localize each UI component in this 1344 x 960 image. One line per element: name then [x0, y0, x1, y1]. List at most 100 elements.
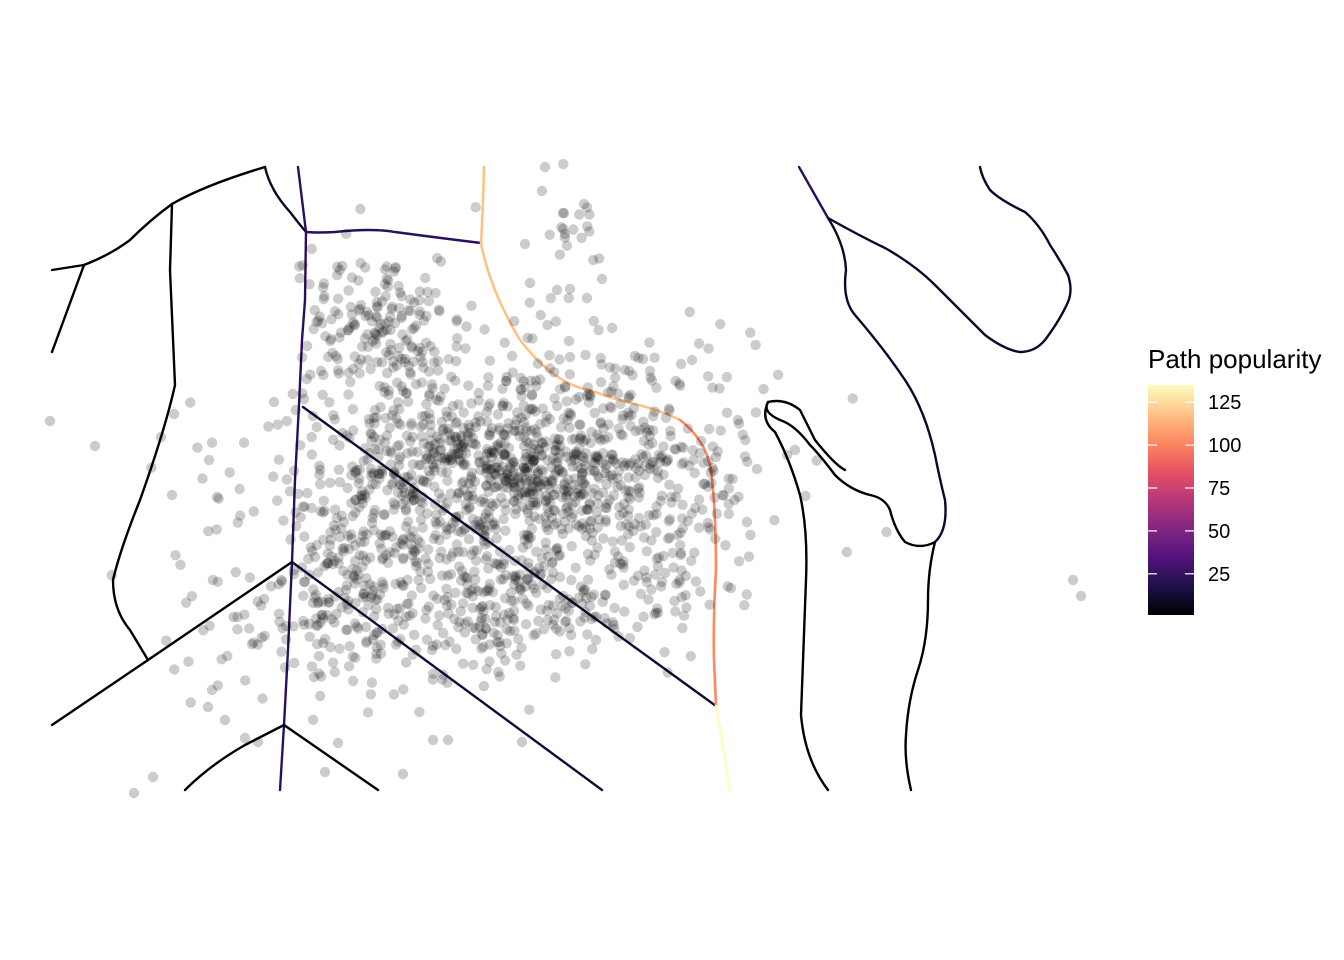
observation-point — [417, 346, 428, 357]
observation-point — [314, 469, 325, 480]
observation-point — [463, 534, 475, 545]
observation-point — [447, 547, 459, 558]
observation-point — [375, 529, 386, 540]
observation-point — [311, 421, 322, 433]
observation-point — [617, 430, 628, 441]
observation-point — [519, 238, 531, 250]
observation-point — [554, 354, 565, 365]
observation-point — [501, 465, 512, 476]
observation-point — [516, 488, 527, 499]
observation-point — [486, 451, 497, 463]
observation-point — [650, 569, 661, 580]
observation-point — [629, 350, 641, 362]
observation-point — [477, 517, 488, 528]
observation-point — [690, 502, 701, 514]
observation-point — [662, 667, 673, 678]
observation-point — [466, 585, 477, 596]
observation-point — [432, 431, 443, 442]
observation-point — [394, 303, 405, 314]
observation-point — [436, 546, 447, 557]
observation-point — [410, 556, 421, 567]
observation-point — [491, 462, 503, 473]
observation-point — [368, 431, 380, 443]
observation-point — [649, 609, 660, 620]
observation-point — [594, 253, 605, 264]
observation-point — [547, 557, 558, 569]
observation-point — [540, 511, 551, 523]
observation-point — [319, 291, 330, 302]
observation-point — [534, 513, 545, 525]
observation-point — [244, 623, 255, 634]
observation-point — [343, 661, 355, 672]
observation-point — [457, 441, 468, 452]
observation-point — [337, 543, 348, 554]
observation-point — [339, 592, 350, 604]
observation-point — [577, 478, 588, 489]
observation-point — [751, 463, 763, 475]
observation-point — [544, 363, 555, 374]
observation-point — [422, 544, 434, 555]
path-right-hook-descent — [764, 400, 830, 792]
observation-point — [459, 524, 470, 536]
observation-point — [481, 463, 493, 474]
observation-point — [621, 458, 632, 469]
observation-point — [438, 627, 449, 639]
observation-point — [341, 430, 353, 441]
observation-point — [519, 529, 530, 540]
observation-point — [288, 621, 299, 632]
observation-point — [597, 448, 609, 459]
observation-point — [423, 465, 435, 477]
observation-point — [413, 459, 425, 471]
observation-point — [483, 585, 494, 596]
observation-point — [355, 300, 367, 311]
observation-point — [453, 399, 464, 410]
observation-point — [572, 487, 583, 499]
observation-point — [591, 611, 602, 622]
observation-point — [312, 620, 323, 631]
observation-point — [554, 593, 566, 604]
observation-point — [552, 439, 563, 450]
observation-point — [409, 546, 420, 558]
observation-point — [541, 605, 553, 617]
observation-point — [549, 433, 561, 444]
observation-point — [443, 353, 454, 365]
observation-point — [296, 352, 308, 363]
observation-point — [491, 558, 502, 570]
observation-point — [358, 526, 369, 537]
observation-point — [676, 459, 687, 470]
observation-point — [331, 270, 343, 281]
observation-point — [595, 377, 607, 388]
observation-point — [508, 487, 520, 498]
observation-point — [417, 491, 428, 502]
observation-point — [466, 300, 477, 311]
observation-point — [410, 644, 422, 655]
observation-point — [514, 582, 525, 593]
legend-tick-label: 125 — [1208, 392, 1241, 414]
observation-point — [369, 404, 381, 416]
observation-point — [515, 478, 526, 489]
observation-point — [198, 625, 209, 636]
observation-point — [709, 492, 720, 503]
observation-point — [371, 301, 383, 312]
observation-point — [308, 671, 320, 683]
observation-point — [454, 561, 465, 572]
observation-point — [536, 185, 548, 197]
path-top-curve — [263, 165, 308, 234]
observation-point — [550, 445, 561, 456]
observation-point — [641, 546, 652, 557]
observation-point — [400, 472, 411, 483]
observation-point — [601, 503, 612, 514]
observation-point — [349, 319, 361, 330]
observation-point — [381, 367, 393, 379]
observation-point — [554, 440, 566, 452]
observation-point — [518, 431, 530, 443]
observation-point — [481, 443, 493, 455]
observation-point — [415, 474, 426, 485]
observation-point — [625, 458, 637, 469]
observation-point — [466, 549, 477, 560]
observation-point — [433, 395, 445, 406]
observation-point — [442, 497, 453, 508]
observation-point — [318, 534, 329, 545]
observation-point — [718, 490, 729, 501]
observation-point — [466, 473, 477, 485]
